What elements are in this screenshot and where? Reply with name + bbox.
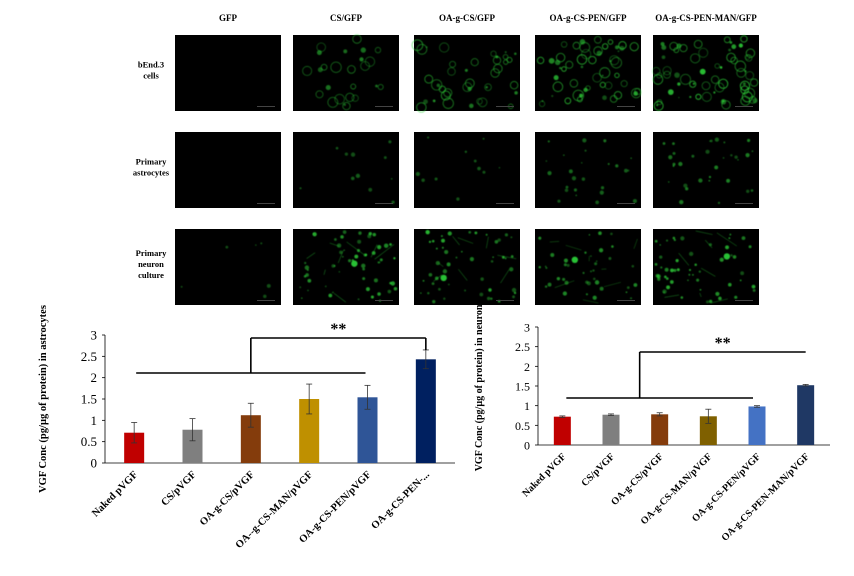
- row-label-0-0: bEnd.3: [138, 60, 164, 70]
- neurons-bar-chart: 0 0.5 1 1.5 2 2.5 3 VGF Conc (pg/µg of protein)…: [474, 301, 830, 544]
- error-bar-1: [189, 418, 196, 442]
- row-label-2-0: Primary: [136, 248, 167, 258]
- error-bar-3: [705, 408, 712, 424]
- significance-label: **: [330, 321, 346, 338]
- micrograph-r2-c3: [535, 229, 641, 305]
- column-header-4: OA-g-CS-PEN-MAN/GFP: [655, 13, 757, 23]
- y-tick-label-4: 2: [91, 370, 98, 385]
- y-tick-label-2: 1: [524, 399, 530, 413]
- micrograph-r1-c4: [653, 132, 759, 208]
- micrograph-r0-c3: [535, 35, 642, 111]
- bar-5: [797, 385, 815, 445]
- micrograph-r0-c4: [651, 35, 759, 111]
- category-label-5: OA-g-CS-PEN-MAN/pVGF: [720, 451, 812, 543]
- row-label-1-0: Primary: [136, 157, 167, 167]
- micrograph-r0-c1: [293, 34, 399, 111]
- column-header-3: OA-g-CS-PEN/GFP: [550, 13, 627, 23]
- error-bar-0: [131, 422, 138, 444]
- y-tick-label-1: 0.5: [515, 419, 530, 433]
- y-tick-label-6: 3: [91, 328, 98, 343]
- bar-0: [553, 416, 571, 445]
- bar-1: [182, 429, 203, 463]
- bar-0: [124, 432, 145, 463]
- y-tick-label-6: 3: [524, 321, 530, 335]
- category-label-1: CS/pVGF: [159, 469, 198, 508]
- category-label-1: CS/pVGF: [579, 451, 617, 489]
- y-tick-label-2: 1: [91, 413, 98, 428]
- astrocytes-bar-chart: 0 0.5 1 1.5 2 2.5 3 VGF Conc (pg/µg of protein)…: [38, 305, 455, 551]
- significance-bracket: **: [136, 321, 427, 374]
- row-label-0-1: cells: [143, 71, 159, 81]
- error-bar-4: [754, 405, 760, 408]
- bar-3: [299, 399, 320, 463]
- micrograph-r2-c1: [293, 229, 399, 305]
- row-label-1-1: astrocytes: [133, 168, 170, 178]
- y-tick-label-1: 0.5: [81, 434, 97, 449]
- column-header-0: GFP: [219, 13, 237, 23]
- column-header-2: OA-g-CS/GFP: [439, 13, 495, 23]
- y-tick-label-0: 0: [91, 456, 98, 471]
- y-tick-label-5: 2.5: [515, 340, 530, 354]
- bar-4: [748, 406, 766, 445]
- micrograph-r1-c3: [535, 132, 641, 208]
- bar-2: [240, 415, 261, 463]
- micrograph-r1-c1: [293, 132, 399, 208]
- bar-4: [357, 397, 378, 463]
- micrograph-r1-c2: [414, 132, 520, 208]
- micrograph-r1-c0: [175, 132, 281, 208]
- error-bar-5: [802, 384, 809, 387]
- micrograph-r0-c0: [175, 35, 281, 111]
- error-bar-1: [608, 413, 614, 416]
- category-label-0: Naked pVGF: [90, 469, 140, 519]
- bar-3: [699, 416, 717, 445]
- y-tick-label-3: 1.5: [515, 380, 530, 394]
- bar-5: [415, 359, 436, 463]
- error-bar-2: [656, 412, 663, 417]
- y-tick-label-4: 2: [524, 360, 530, 374]
- micrograph-r0-c2: [411, 35, 520, 113]
- significance-bracket: **: [566, 335, 806, 399]
- category-label-5: OA-g-CS-PEN-...: [370, 469, 433, 532]
- error-bar-0: [559, 415, 566, 418]
- error-bar-2: [247, 402, 254, 428]
- y-tick-label-5: 2.5: [81, 349, 97, 364]
- y-axis-label: VGF Conc (pg/µg of protein) in neurons: [474, 301, 485, 472]
- significance-label: **: [715, 335, 731, 352]
- error-bar-4: [364, 384, 371, 410]
- column-header-1: CS/GFP: [330, 13, 363, 23]
- y-tick-label-0: 0: [524, 439, 530, 453]
- y-tick-label-3: 1.5: [81, 392, 97, 407]
- error-bar-3: [306, 383, 313, 415]
- category-label-2: OA-g-CS/pVGF: [198, 469, 257, 528]
- micrograph-r2-c0: [175, 229, 281, 305]
- row-label-2-1: neuron: [138, 259, 164, 269]
- micrograph-r2-c4: [653, 229, 759, 305]
- bar-1: [602, 414, 620, 445]
- row-label-2-2: culture: [138, 270, 164, 280]
- category-label-0: Naked pVGF: [520, 451, 568, 499]
- bar-2: [651, 414, 669, 445]
- micrograph-r2-c2: [414, 229, 520, 305]
- micrograph-grid: GFP CS/GFP OA-g-CS/GFP OA-g-CS-PEN/GFP OA-g-…: [133, 13, 759, 305]
- y-axis-label: VGF Conc (pg/µg of protein) in astrocyte…: [38, 305, 49, 493]
